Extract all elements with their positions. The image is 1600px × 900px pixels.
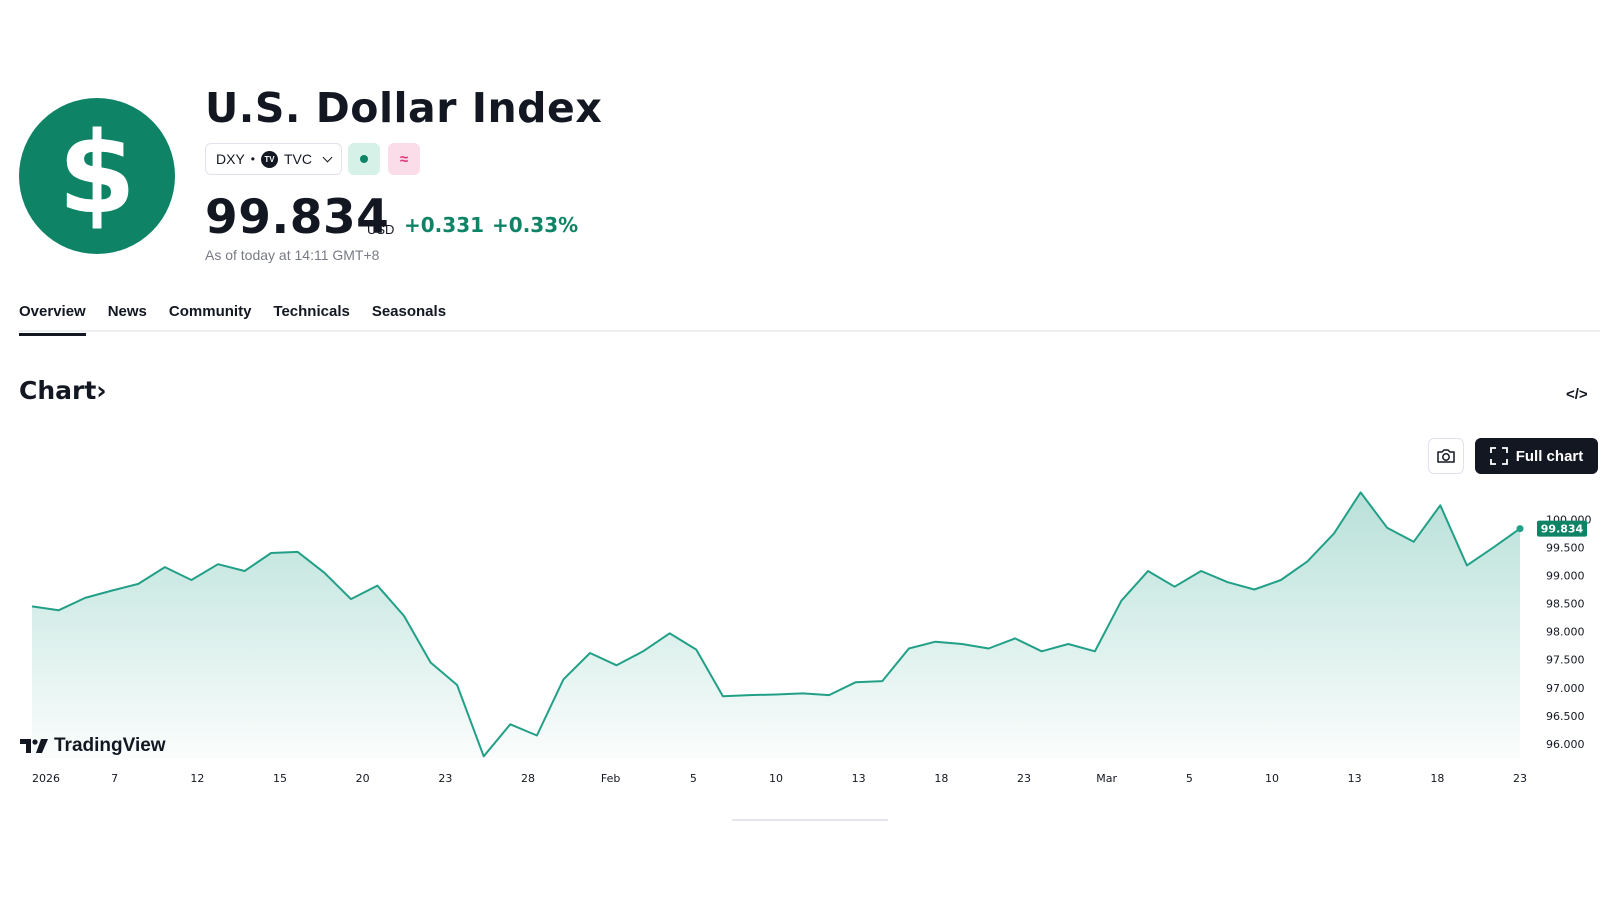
x-tick-label: 2026: [32, 772, 60, 785]
x-tick-label: 18: [1430, 772, 1444, 785]
indicator-badge[interactable]: ≈: [388, 143, 420, 175]
price-timestamp: As of today at 14:11 GMT+8: [205, 247, 380, 263]
tab-overview[interactable]: Overview: [19, 303, 86, 336]
x-tick-label: Mar: [1096, 772, 1117, 785]
price-currency: USD: [367, 222, 395, 237]
y-tick-label: 96.000: [1546, 738, 1585, 751]
symbol-exchange-selector[interactable]: DXY • TV TVC: [205, 143, 342, 175]
x-tick-label: 20: [356, 772, 370, 785]
chevron-down-icon: [322, 152, 333, 162]
symbol-logo: $: [19, 98, 175, 254]
x-tick-label: 13: [1348, 772, 1362, 785]
symbol-label: DXY: [216, 151, 245, 167]
x-tick-label: Feb: [601, 772, 620, 785]
change-absolute: +0.331: [404, 213, 485, 237]
last-price-point: [1516, 525, 1524, 533]
x-tick-label: 28: [521, 772, 535, 785]
market-status-badge[interactable]: [348, 143, 380, 175]
y-tick-label: 98.500: [1546, 598, 1585, 611]
embed-code-icon[interactable]: </>: [1566, 386, 1588, 403]
x-tick-label: 23: [1513, 772, 1527, 785]
x-tick-label: 10: [1265, 772, 1279, 785]
x-tick-label: 23: [1017, 772, 1031, 785]
x-tick-label: 7: [111, 772, 118, 785]
x-tick-label: 5: [1186, 772, 1193, 785]
chart-heading-link[interactable]: Chart›: [19, 376, 107, 405]
y-tick-label: 98.000: [1546, 626, 1585, 639]
x-tick-label: 12: [190, 772, 204, 785]
camera-icon: [1437, 449, 1455, 463]
last-price-label: 99.834: [1541, 523, 1584, 536]
x-tick-label: 10: [769, 772, 783, 785]
full-chart-button[interactable]: Full chart: [1475, 438, 1598, 474]
price-chart[interactable]: 100.00099.50099.00098.50098.00097.50097.…: [0, 480, 1600, 790]
price-value: 99.834: [205, 190, 390, 245]
x-tick-label: 13: [852, 772, 866, 785]
price-area-fill: [32, 492, 1520, 758]
y-tick-label: 96.500: [1546, 710, 1585, 723]
snapshot-button[interactable]: [1428, 438, 1464, 474]
tab-bar: Overview News Community Technicals Seaso…: [19, 303, 446, 336]
x-tick-label: 15: [273, 772, 287, 785]
exchange-label: TVC: [284, 151, 312, 167]
tab-technicals[interactable]: Technicals: [273, 303, 350, 320]
y-tick-label: 97.500: [1546, 654, 1585, 667]
change-percent: +0.33%: [492, 213, 579, 237]
y-tick-label: 97.000: [1546, 682, 1585, 695]
tab-news[interactable]: News: [107, 303, 147, 320]
full-chart-label: Full chart: [1515, 447, 1584, 465]
tradingview-logo-icon: [20, 739, 48, 753]
x-tick-label: 18: [934, 772, 948, 785]
chevron-right-icon: ›: [96, 376, 107, 405]
wave-icon: ≈: [399, 150, 409, 168]
x-tick-label: 5: [690, 772, 697, 785]
exchange-logo-icon: TV: [261, 150, 278, 168]
chart-scroll-indicator[interactable]: [732, 819, 888, 821]
tab-seasonals[interactable]: Seasonals: [371, 303, 447, 320]
tab-community[interactable]: Community: [168, 303, 252, 320]
fullscreen-icon: [1489, 447, 1508, 465]
dollar-sign-icon: $: [58, 109, 136, 239]
y-tick-label: 99.500: [1546, 541, 1585, 554]
tradingview-watermark: TradingView: [20, 735, 166, 757]
market-status-dot-icon: [360, 155, 368, 163]
page-title: U.S. Dollar Index: [205, 84, 603, 132]
chart-heading-label: Chart: [19, 376, 97, 405]
price-change: +0.331 +0.33%: [404, 213, 578, 237]
tabs-divider: [19, 330, 1600, 332]
y-tick-label: 99.000: [1546, 569, 1585, 582]
x-tick-label: 23: [438, 772, 452, 785]
watermark-label: TradingView: [54, 735, 166, 756]
separator-dot-icon: •: [250, 152, 255, 166]
last-price-label-bg: [1537, 520, 1587, 537]
price-line: [31, 491, 1521, 758]
